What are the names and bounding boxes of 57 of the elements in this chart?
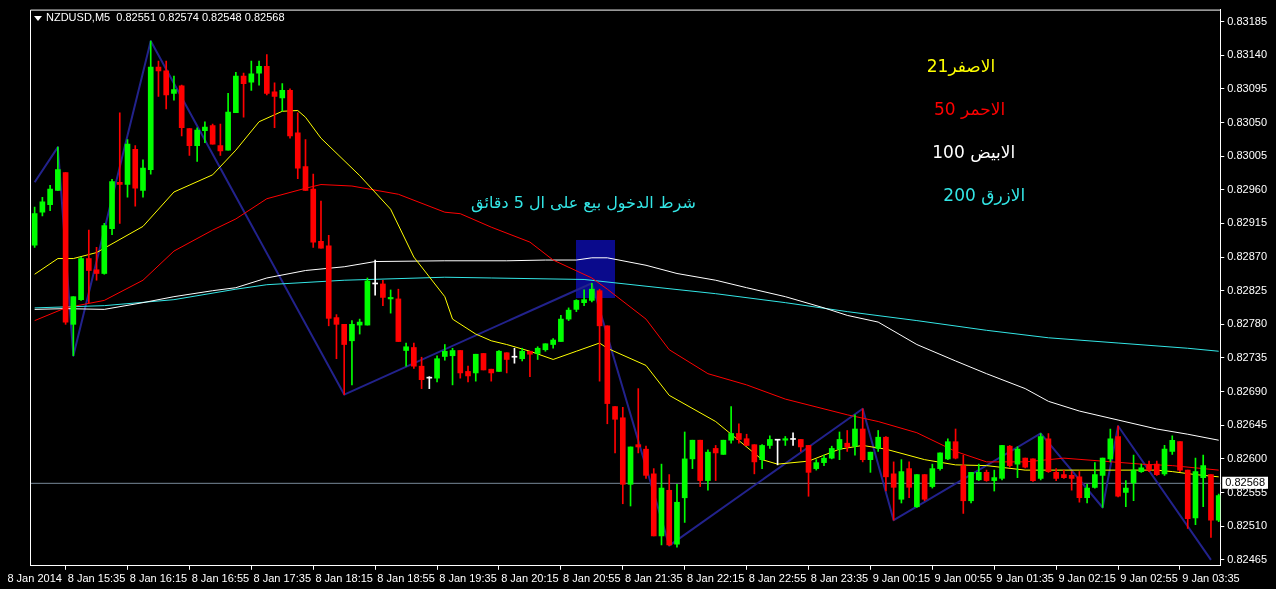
text: الابيض 100 bbox=[932, 142, 1016, 163]
y-tick-label: 0.83140 bbox=[1227, 48, 1267, 61]
x-tick-label: 8 Jan 20:15 bbox=[501, 572, 559, 585]
x-tick-label: 9 Jan 03:35 bbox=[1182, 572, 1240, 585]
text: الاصفر21 bbox=[926, 56, 996, 77]
candlestick bbox=[171, 75, 177, 101]
candlestick bbox=[527, 350, 533, 377]
x-tick-label: 8 Jan 2014 bbox=[7, 572, 62, 585]
x-tick-label: 8 Jan 19:35 bbox=[439, 572, 497, 585]
candlestick bbox=[790, 432, 796, 446]
annotation: شرط الدخول بيع على ال 5 دقائق bbox=[471, 193, 696, 214]
y-tick-label: 0.82780 bbox=[1227, 317, 1267, 330]
candlestick bbox=[85, 229, 92, 303]
y-tick-label: 0.83005 bbox=[1227, 149, 1267, 162]
x-tick-label: 9 Jan 02:55 bbox=[1120, 572, 1178, 585]
y-tick-label: 0.82825 bbox=[1227, 283, 1267, 296]
y-tick-label: 0.83050 bbox=[1227, 115, 1267, 128]
x-tick-label: 8 Jan 20:55 bbox=[563, 572, 621, 585]
x-tick-label: 8 Jan 21:35 bbox=[625, 572, 683, 585]
candlestick bbox=[116, 112, 123, 224]
x-tick-label: 8 Jan 22:15 bbox=[686, 572, 745, 585]
ref-line-label: 0.82568 bbox=[1225, 476, 1265, 489]
y-tick-label: 0.82600 bbox=[1227, 451, 1267, 464]
x-tick-label: 8 Jan 18:55 bbox=[377, 572, 435, 585]
text: الازرق 200 bbox=[943, 185, 1026, 206]
y-tick-label: 0.82690 bbox=[1227, 384, 1267, 397]
y-tick-label: 0.82645 bbox=[1227, 418, 1267, 431]
y-tick-label: 0.83185 bbox=[1227, 14, 1267, 27]
y-tick-label: 0.83095 bbox=[1227, 81, 1267, 94]
text: الاحمر 50 bbox=[934, 99, 1006, 120]
candlestick bbox=[403, 342, 409, 367]
y-tick-label: 0.82735 bbox=[1227, 351, 1267, 363]
y-tick-label: 0.82915 bbox=[1227, 216, 1267, 229]
candlestick bbox=[202, 121, 208, 143]
x-tick-label: 8 Jan 22:55 bbox=[748, 572, 807, 585]
y-tick-label: 0.82870 bbox=[1227, 250, 1267, 263]
y-tick-label: 0.82960 bbox=[1227, 182, 1267, 195]
x-tick-label: 8 Jan 16:15 bbox=[129, 572, 188, 585]
y-tick-label: 0.82510 bbox=[1227, 519, 1267, 532]
x-tick-label: 8 Jan 15:35 bbox=[67, 572, 126, 585]
x-tick-label: 8 Jan 18:15 bbox=[315, 572, 373, 585]
chart-title: NZDUSD,M5 0.82551 0.82574 0.82548 0.82568 bbox=[46, 10, 285, 23]
candlestick bbox=[728, 406, 734, 444]
candlestick bbox=[844, 430, 851, 452]
x-tick-label: 9 Jan 00:55 bbox=[934, 572, 993, 585]
candlestick bbox=[318, 200, 324, 249]
y-tick-label: 0.82465 bbox=[1227, 552, 1267, 565]
candlestick bbox=[1200, 454, 1207, 508]
x-tick-label: 9 Jan 02:15 bbox=[1058, 572, 1116, 585]
x-tick-label: 8 Jan 17:35 bbox=[253, 572, 312, 585]
x-tick-label: 8 Jan 23:35 bbox=[810, 572, 869, 585]
x-tick-label: 8 Jan 16:55 bbox=[191, 572, 250, 585]
candlestick bbox=[635, 388, 642, 454]
x-tick-label: 9 Jan 00:15 bbox=[872, 572, 931, 585]
x-tick-label: 9 Jan 01:35 bbox=[996, 572, 1054, 585]
candlestick bbox=[991, 469, 998, 492]
candlestick bbox=[1122, 480, 1129, 508]
